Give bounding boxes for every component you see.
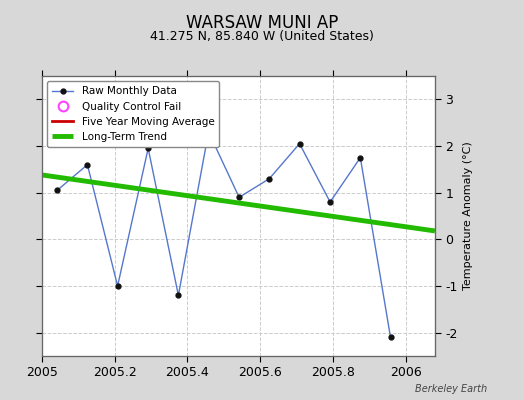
Raw Monthly Data — [357, 155, 364, 160]
Raw Monthly Data — [205, 130, 212, 134]
Text: 41.275 N, 85.840 W (United States): 41.275 N, 85.840 W (United States) — [150, 30, 374, 43]
Raw Monthly Data — [114, 284, 121, 288]
Raw Monthly Data — [54, 188, 60, 193]
Line: Raw Monthly Data: Raw Monthly Data — [55, 130, 393, 340]
Raw Monthly Data — [175, 293, 181, 298]
Raw Monthly Data — [387, 335, 394, 340]
Raw Monthly Data — [145, 146, 151, 151]
Raw Monthly Data — [327, 200, 333, 204]
Raw Monthly Data — [236, 195, 242, 200]
Legend: Raw Monthly Data, Quality Control Fail, Five Year Moving Average, Long-Term Tren: Raw Monthly Data, Quality Control Fail, … — [47, 81, 220, 147]
Y-axis label: Temperature Anomaly (°C): Temperature Anomaly (°C) — [463, 142, 473, 290]
Raw Monthly Data — [266, 176, 272, 181]
Text: WARSAW MUNI AP: WARSAW MUNI AP — [186, 14, 338, 32]
Raw Monthly Data — [84, 162, 91, 167]
Raw Monthly Data — [297, 141, 303, 146]
Text: Berkeley Earth: Berkeley Earth — [415, 384, 487, 394]
